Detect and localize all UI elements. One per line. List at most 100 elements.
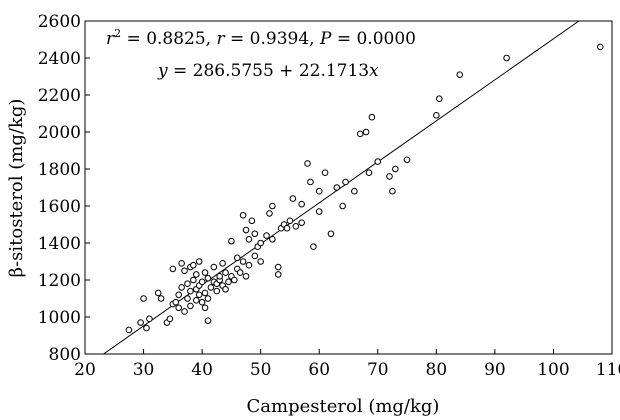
y-tick-label: 1800 <box>38 160 81 180</box>
data-point <box>198 278 206 286</box>
data-point <box>269 202 276 210</box>
data-point <box>178 260 185 267</box>
data-point <box>192 297 200 304</box>
data-point <box>503 54 510 62</box>
data-point <box>204 295 212 302</box>
data-point <box>245 236 253 243</box>
x-tick-label: 40 <box>191 360 213 380</box>
data-point <box>175 304 182 312</box>
data-point <box>403 156 411 164</box>
data-point <box>389 187 396 195</box>
data-point <box>184 280 191 288</box>
data-point <box>274 271 282 278</box>
x-axis-ticks: 20 30 40 50 60 70 80 90 100 110 <box>74 349 620 380</box>
data-point <box>310 243 317 250</box>
data-point <box>333 184 341 191</box>
data-point <box>304 160 311 167</box>
data-point <box>435 95 443 102</box>
data-point <box>368 113 376 121</box>
x-tick-label: 80 <box>426 360 448 380</box>
data-point <box>169 265 177 273</box>
data-point <box>181 308 188 315</box>
y-tick-label: 2400 <box>38 49 81 69</box>
data-point <box>198 298 206 306</box>
data-point <box>342 178 349 186</box>
regression-line <box>103 20 580 355</box>
x-axis-label: Campesterol (mg/kg) <box>247 396 440 417</box>
data-point <box>239 211 247 219</box>
data-point <box>222 285 229 293</box>
data-point <box>190 261 197 269</box>
data-point <box>140 295 147 302</box>
data-point <box>175 291 182 299</box>
y-tick-label: 2000 <box>38 123 81 143</box>
data-point <box>190 276 197 284</box>
data-point <box>298 219 305 226</box>
y-tick-label: 800 <box>49 345 81 365</box>
data-point <box>201 304 209 312</box>
data-point <box>307 178 314 186</box>
data-point <box>195 258 203 265</box>
data-point <box>192 271 200 278</box>
data-point <box>245 261 253 269</box>
data-point <box>222 269 229 276</box>
data-point <box>289 195 297 202</box>
x-tick-label: 70 <box>367 360 389 380</box>
data-point <box>146 315 153 323</box>
data-point <box>263 232 270 239</box>
data-point <box>251 252 259 260</box>
data-point <box>257 239 264 247</box>
data-point <box>315 187 323 195</box>
data-point <box>365 169 373 176</box>
x-tick-label: 60 <box>308 360 330 380</box>
data-point <box>356 130 364 138</box>
data-point <box>251 230 259 238</box>
data-point <box>125 326 133 334</box>
data-point <box>269 236 276 243</box>
data-point <box>184 295 191 302</box>
data-point <box>386 173 393 180</box>
data-point <box>283 224 291 232</box>
data-point <box>225 278 232 286</box>
data-point <box>242 226 250 234</box>
data-point <box>236 269 244 276</box>
data-point <box>187 302 194 310</box>
y-tick-label: 1400 <box>38 234 81 254</box>
data-point <box>181 267 188 275</box>
data-point <box>233 254 241 262</box>
data-point <box>351 187 358 195</box>
data-point <box>596 43 604 51</box>
data-point <box>154 289 162 297</box>
data-point <box>228 237 235 245</box>
plot-frame <box>84 20 613 355</box>
data-point <box>201 269 209 276</box>
data-point <box>195 291 203 299</box>
regression-equation: y = 286.5755 + 22.1713x <box>157 61 379 81</box>
data-point <box>210 263 218 271</box>
data-point <box>315 208 323 215</box>
y-axis-ticks: 800 1000 1200 1400 1600 1800 2000 2200 2400 2600 <box>38 12 90 365</box>
y-tick-label: 1000 <box>38 308 81 328</box>
data-point <box>298 200 305 208</box>
data-point <box>433 112 440 119</box>
data-point <box>248 217 256 225</box>
data-point <box>201 289 209 297</box>
x-tick-label: 110 <box>596 360 620 380</box>
data-point <box>321 169 329 176</box>
x-tick-label: 90 <box>484 360 506 380</box>
data-point <box>204 317 212 325</box>
y-tick-label: 1600 <box>38 197 81 217</box>
y-axis-label: β-sitosterol (mg/kg) <box>6 99 27 278</box>
data-point <box>213 287 221 295</box>
x-tick-label: 50 <box>250 360 272 380</box>
data-point <box>166 315 174 323</box>
stats-annotation: r2 = 0.8825, r = 0.9394, P = 0.0000 <box>106 27 416 49</box>
data-point <box>374 158 382 165</box>
data-point <box>362 128 370 136</box>
data-point <box>207 284 215 291</box>
data-point <box>242 273 250 280</box>
data-point <box>286 217 294 225</box>
data-point <box>456 71 464 78</box>
data-point <box>143 324 150 332</box>
